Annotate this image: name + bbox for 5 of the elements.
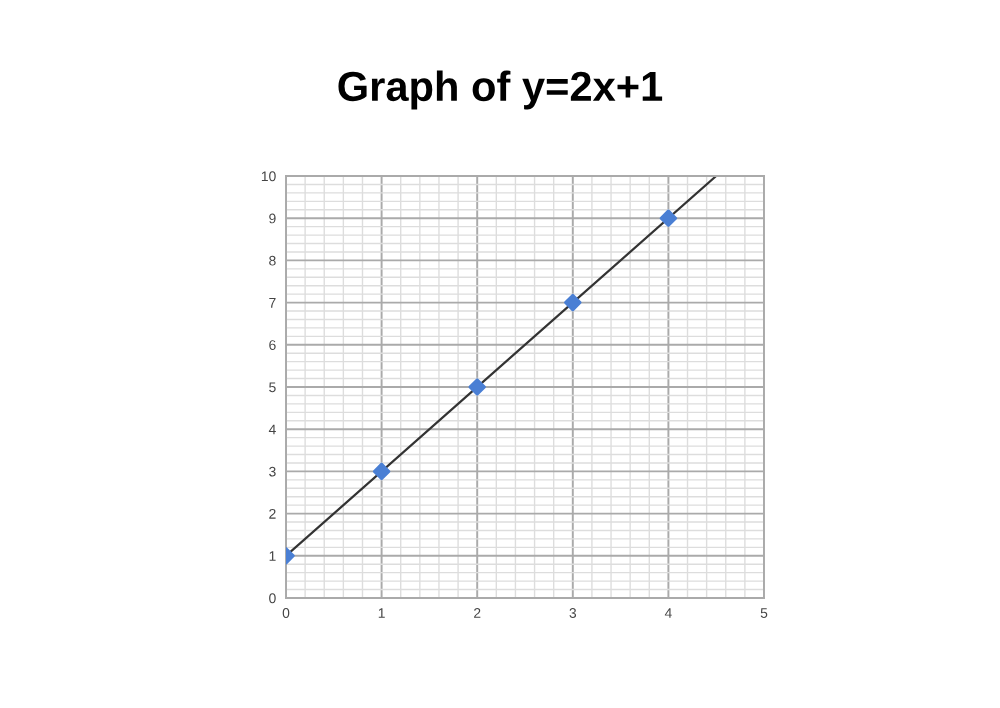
- point: [564, 293, 582, 312]
- point: [468, 378, 486, 396]
- chart-title: Graph of y=2x+1: [338, 70, 663, 110]
- point: [659, 209, 678, 227]
- point: [372, 462, 391, 481]
